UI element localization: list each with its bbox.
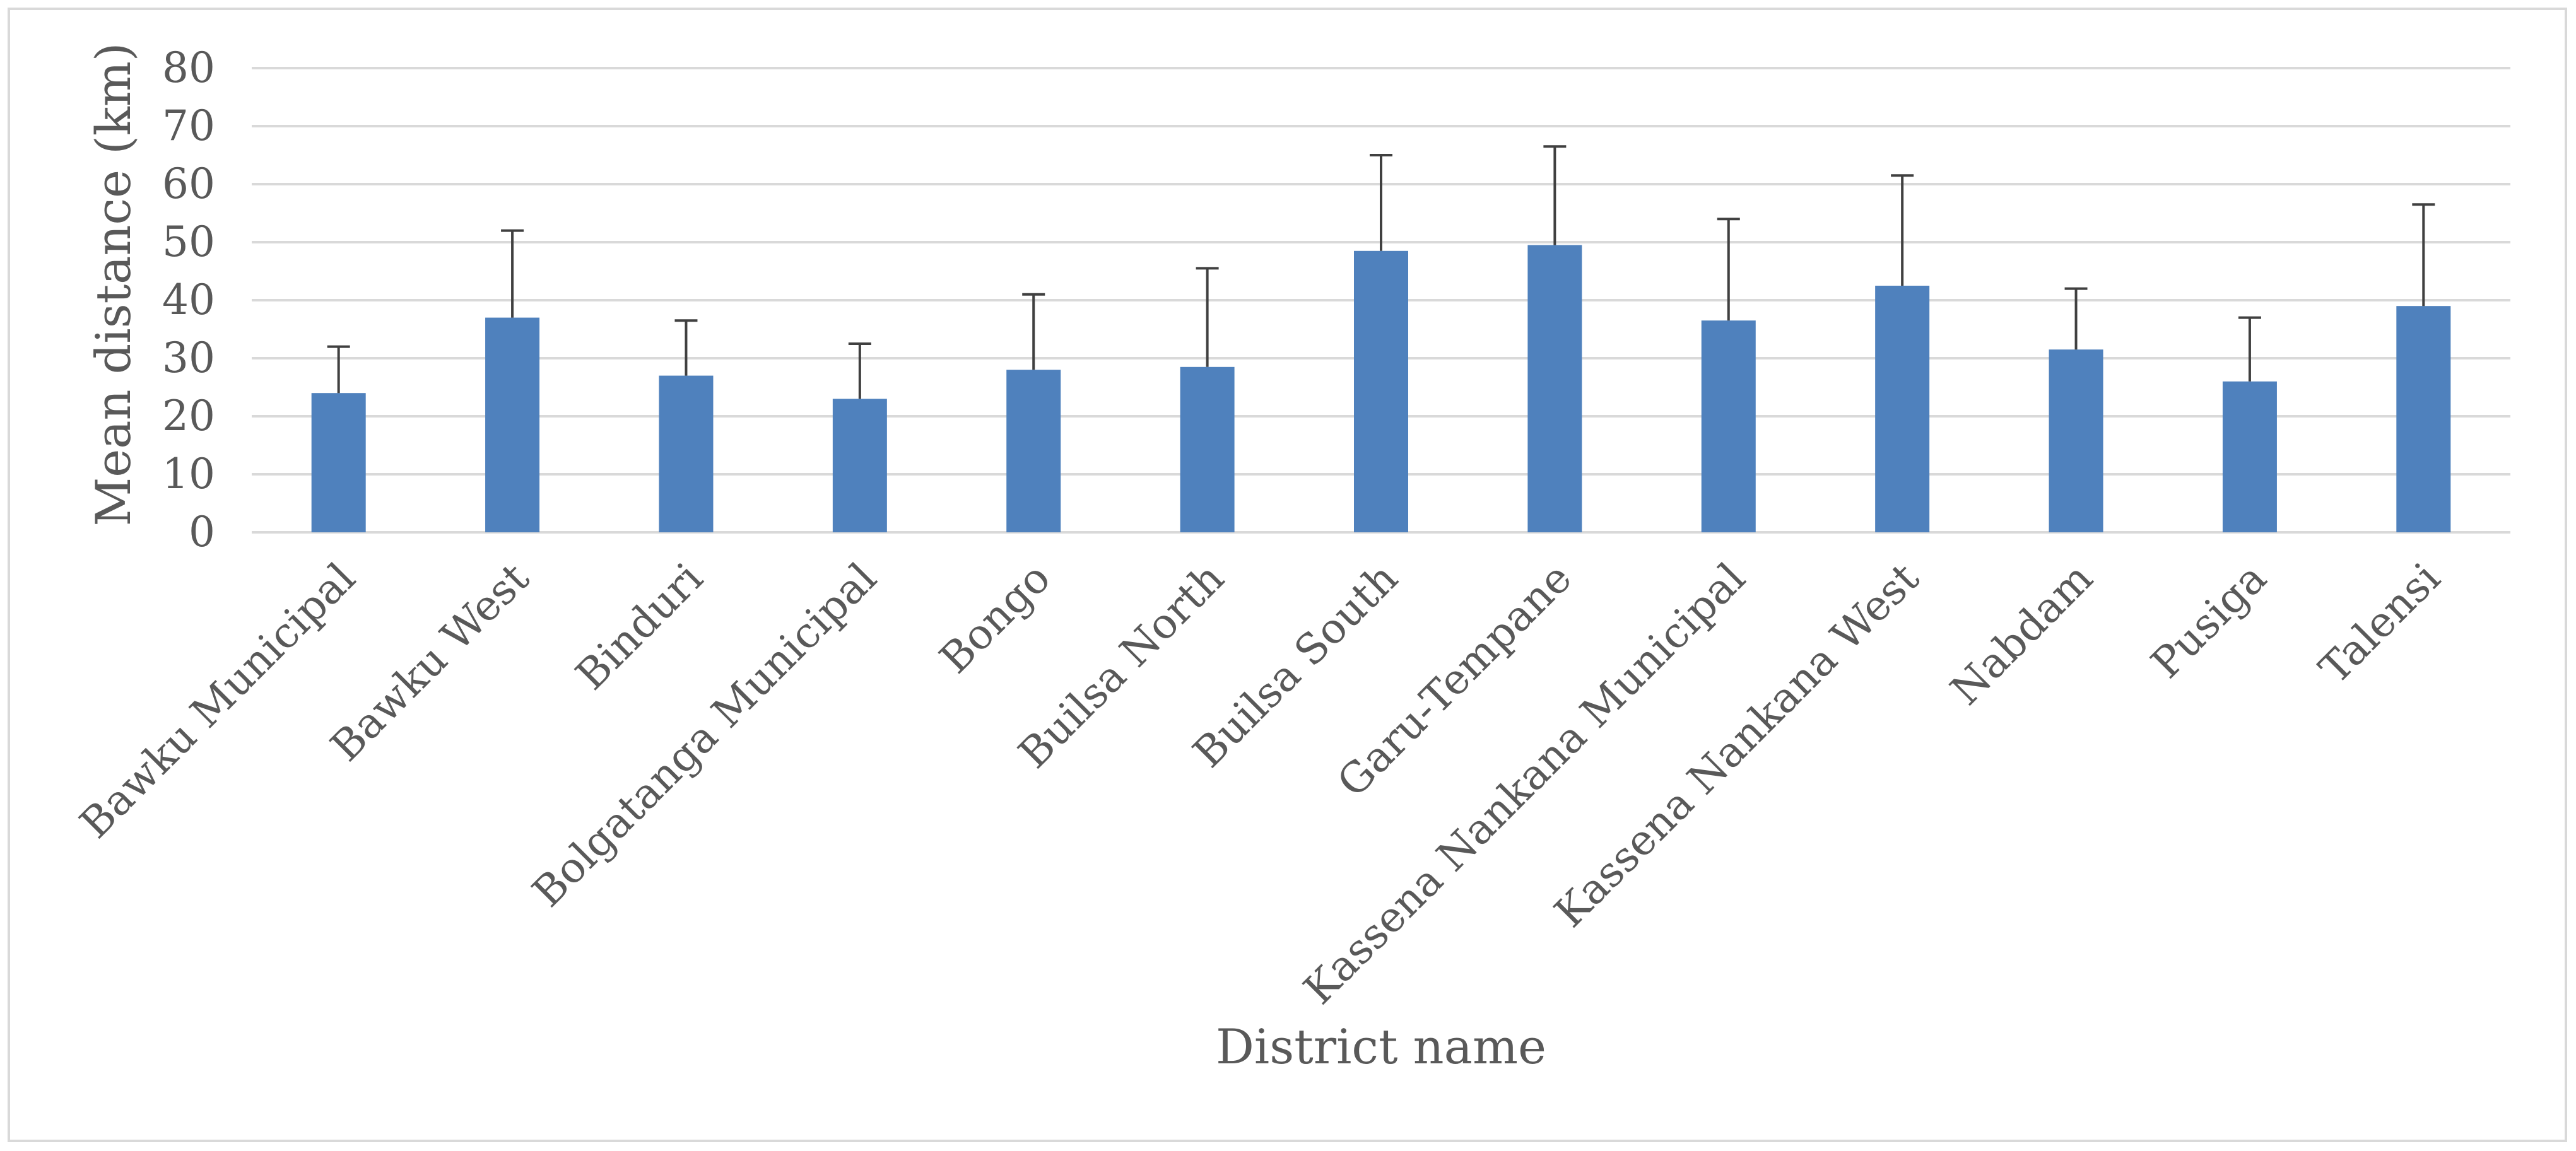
bars [311, 245, 2451, 532]
y-tick-label: 40 [162, 276, 215, 324]
bar [485, 317, 540, 532]
bar [659, 375, 714, 532]
error-bar [674, 319, 698, 376]
x-category-label: Kassena Nankana West [1545, 554, 1928, 937]
bar [1354, 250, 1408, 532]
error-bar [1022, 293, 1045, 370]
y-tick-label: 30 [162, 334, 215, 382]
x-category-label: Binduri [567, 554, 712, 699]
x-category-label: Talensi [2310, 554, 2449, 693]
y-axis-title: Mean distance (km) [85, 42, 141, 526]
x-category-label: Bolgatanga Municipal [523, 554, 886, 916]
bar [311, 393, 366, 532]
x-category-label: Nabdam [1941, 554, 2102, 715]
error-bar [2238, 316, 2261, 382]
x-category-label: Pusiga [2142, 554, 2276, 687]
bar [1180, 366, 1235, 532]
y-tick-label: 10 [162, 450, 215, 498]
bar [2396, 306, 2451, 532]
y-tick-label: 50 [162, 218, 215, 266]
error-bar [1370, 154, 1392, 251]
y-tick-label: 60 [162, 160, 215, 208]
bar [2049, 349, 2103, 532]
bar [1527, 245, 1582, 532]
error-bar [1196, 267, 1219, 367]
error-bar [1717, 218, 1740, 321]
chart-frame: 0 10 20 30 40 50 60 70 80 Bawku Municipal Bawku W… [8, 8, 2567, 1142]
error-bar [327, 345, 350, 394]
x-axis-title: District name [1216, 1019, 1546, 1075]
error-bars [327, 145, 2435, 399]
error-bar [848, 342, 871, 399]
y-tick-label: 70 [162, 102, 215, 150]
bar [2222, 381, 2277, 532]
error-bar [2412, 203, 2435, 307]
x-category-label: Bawku Municipal [71, 554, 365, 848]
error-bar [1543, 145, 1567, 245]
y-tick-label: 0 [189, 508, 215, 556]
bar [1006, 370, 1061, 532]
bar [1701, 320, 1756, 532]
y-tick-label: 20 [162, 392, 215, 440]
x-category-label: Bongo [931, 554, 1060, 683]
error-bar [501, 229, 524, 318]
error-bar [1891, 174, 1914, 286]
error-bar [2064, 287, 2088, 350]
y-axis-ticks: 0 10 20 30 40 50 60 70 80 [162, 44, 215, 556]
y-tick-label: 80 [162, 44, 215, 92]
bar [1875, 286, 1930, 532]
bar [832, 399, 887, 532]
